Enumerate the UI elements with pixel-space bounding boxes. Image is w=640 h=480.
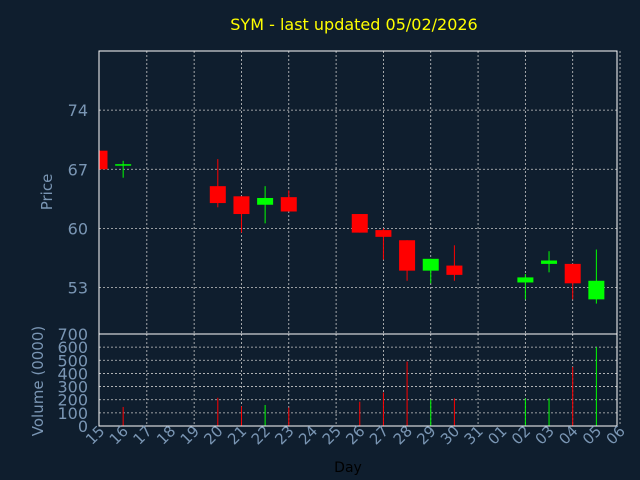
volume-tick-label: 100 [57,404,88,423]
candle-body [257,197,274,205]
candle-body [517,277,534,283]
candle-body [588,280,605,300]
volume-tick-label: 0 [78,417,88,436]
volume-panel-frame [98,333,618,427]
chart-title: SYM - last updated 05/02/2026 [230,15,477,34]
candle-body [422,258,439,271]
x-axis-label: Day [334,460,362,476]
volume-tick-label: 300 [57,378,88,397]
price-axis-label: Price [38,174,56,211]
candle-body [115,164,132,166]
volume-tick-label: 600 [57,338,88,357]
candle-body [446,265,463,275]
volume-panel: 0100200300400500600700151617181920212223… [57,325,628,448]
candle-body [233,196,250,215]
volume-tick-label: 400 [57,364,88,383]
volume-tick-label: 700 [57,325,88,344]
volume-axis-label: Volume (0000) [29,326,47,436]
candle-body [99,150,108,170]
candle-body [280,197,297,212]
volume-tick-label: 200 [57,391,88,410]
volume-tick-label: 500 [57,351,88,370]
candle-body [375,230,392,237]
candle-body [351,214,368,233]
candle-body [209,186,226,204]
price-tick-label: 74 [68,101,88,120]
candle-body [541,260,558,264]
price-tick-label: 53 [68,279,88,298]
price-tick-label: 60 [68,219,88,238]
price-tick-label: 67 [68,160,88,179]
candle-body [564,263,581,284]
candle-body [399,240,416,271]
